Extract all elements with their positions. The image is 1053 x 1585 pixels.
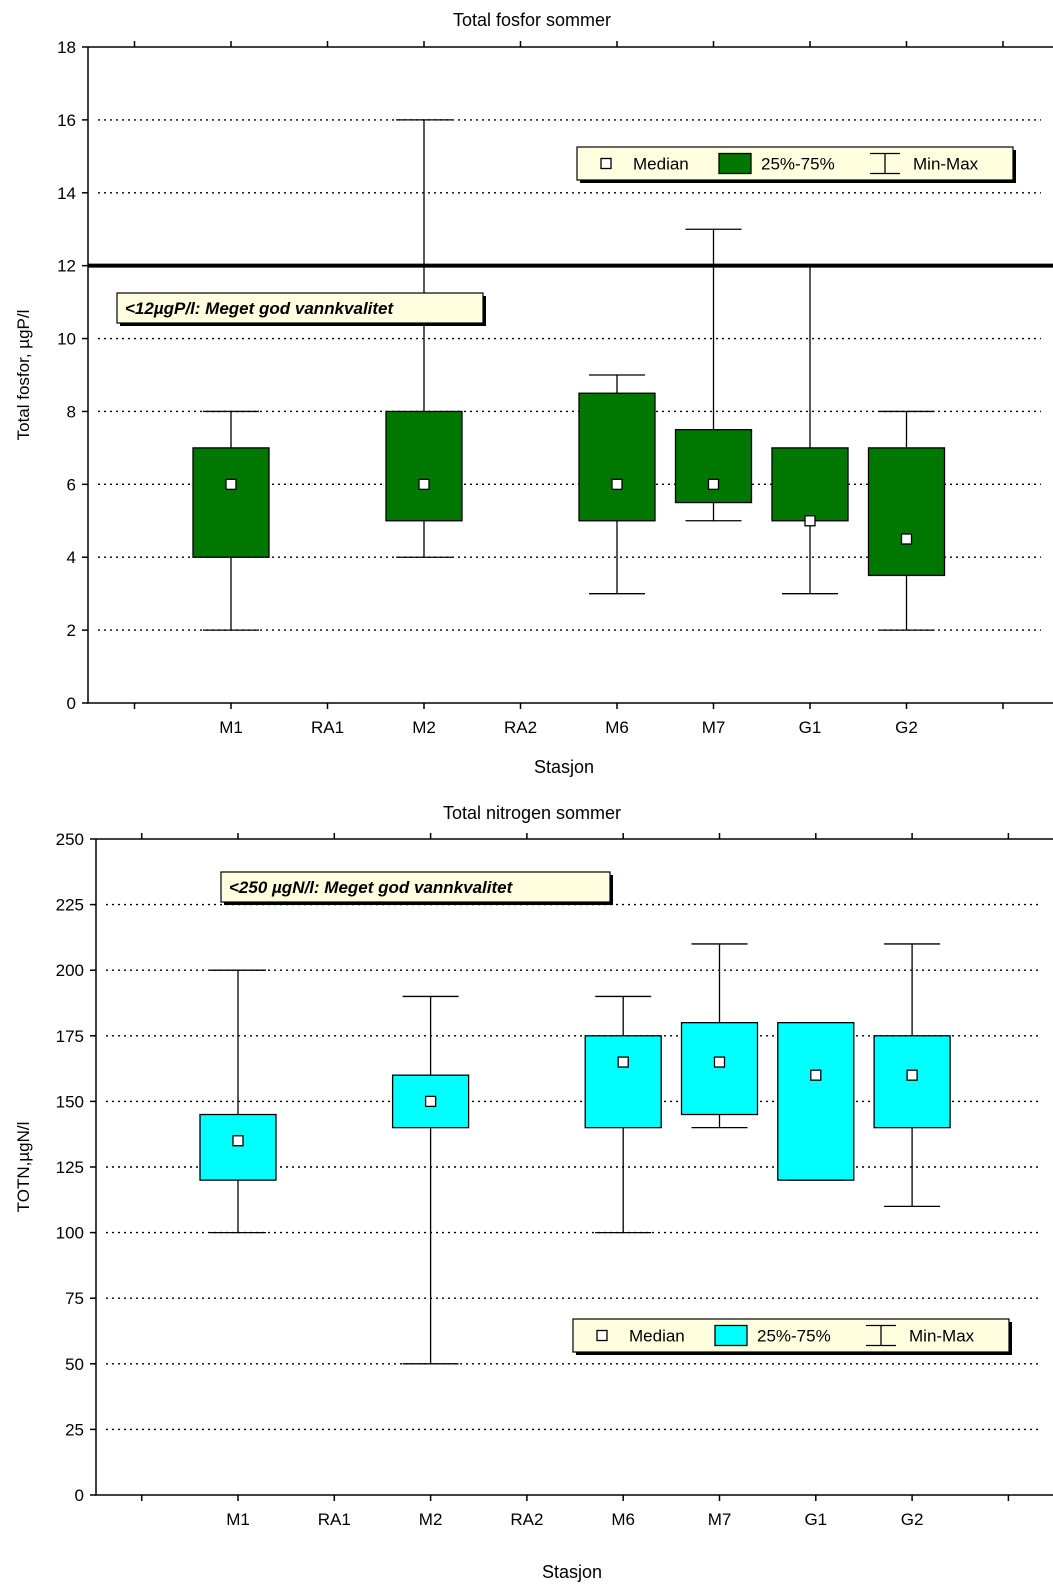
nitrogen-y-tick-label: 75: [65, 1289, 84, 1308]
nitrogen-median-marker: [424, 1095, 437, 1108]
nitrogen-median-marker: [232, 1135, 244, 1147]
phosphorus-y-tick-label: 0: [67, 694, 76, 713]
nitrogen-legend-box-label: 25%-75%: [757, 1327, 831, 1346]
phosphorus-x-tick-label: G2: [895, 718, 918, 737]
nitrogen-median-marker: [810, 1069, 822, 1081]
phosphorus-annotation-text: <12µgP/l: Meget god vannkvalitet: [125, 299, 395, 318]
nitrogen-legend-whisker-symbol: [866, 1324, 896, 1347]
nitrogen-box-m6: [584, 1035, 662, 1129]
phosphorus-y-tick-label: 12: [57, 257, 76, 276]
nitrogen-x-tick-label: G2: [901, 1510, 924, 1529]
nitrogen-y-tick-label: 125: [56, 1158, 84, 1177]
phosphorus-median-marker: [225, 478, 237, 490]
nitrogen-median-marker: [713, 1056, 726, 1068]
phosphorus-box-g1: [771, 447, 849, 522]
nitrogen-box-g2: [873, 1035, 951, 1129]
phosphorus-box-m6: [578, 392, 656, 522]
nitrogen-median-marker: [906, 1069, 918, 1081]
phosphorus-chart-title: Total fosfor sommer: [453, 10, 611, 30]
nitrogen-y-tick-label: 250: [56, 830, 84, 849]
nitrogen-legend-whisker-label: Min-Max: [909, 1327, 975, 1346]
nitrogen-legend-median-marker: [596, 1329, 608, 1342]
phosphorus-legend-median-label: Median: [633, 155, 689, 174]
nitrogen-median-marker: [617, 1056, 629, 1068]
nitrogen-legend: [572, 1318, 1010, 1353]
nitrogen-legend-box-swatch: [714, 1324, 748, 1347]
nitrogen-annotation-box: [220, 871, 611, 903]
phosphorus-median-marker: [418, 478, 430, 490]
nitrogen-annotation-text: <250 µgN/l: Meget god vannkvalitet: [229, 878, 514, 897]
phosphorus-box-m7: [674, 429, 753, 504]
phosphorus-legend-median-marker: [600, 157, 612, 170]
nitrogen-chart: Total nitrogen sommer Stasjon TOTN,µgN/l…: [14, 803, 1053, 1582]
nitrogen-y-tick-label: 100: [56, 1224, 84, 1243]
phosphorus-y-tick-label: 10: [57, 330, 76, 349]
nitrogen-legend-median-label: Median: [629, 1327, 685, 1346]
phosphorus-box-m2: [385, 410, 463, 522]
phosphorus-y-axis-label: Total fosfor, µgP/l: [14, 310, 33, 441]
phosphorus-x-tick-label: M2: [412, 718, 436, 737]
phosphorus-legend-box-swatch: [718, 152, 752, 175]
phosphorus-legend-whisker-symbol: [870, 152, 900, 175]
nitrogen-y-tick-label: 175: [56, 1027, 84, 1046]
nitrogen-x-tick-label: G1: [804, 1510, 827, 1529]
nitrogen-box-g1: [777, 1022, 855, 1181]
phosphorus-axis-frame: [87, 46, 1053, 704]
nitrogen-y-tick-label: 150: [56, 1092, 84, 1111]
phosphorus-y-tick-label: 2: [67, 621, 76, 640]
phosphorus-x-tick-label: RA2: [504, 718, 537, 737]
phosphorus-y-tick-label: 16: [57, 111, 76, 130]
phosphorus-x-tick-label: M6: [605, 718, 629, 737]
phosphorus-x-tick-label: RA1: [311, 718, 344, 737]
phosphorus-legend-box-label: 25%-75%: [761, 155, 835, 174]
phosphorus-x-tick-label: M7: [702, 718, 726, 737]
nitrogen-y-tick-label: 0: [75, 1486, 84, 1505]
nitrogen-chart-title: Total nitrogen sommer: [443, 803, 621, 823]
phosphorus-y-tick-label: 6: [67, 475, 76, 494]
nitrogen-x-axis-label: Stasjon: [542, 1562, 602, 1582]
phosphorus-median-marker: [900, 533, 913, 545]
phosphorus-median-marker: [707, 478, 720, 490]
phosphorus-x-tick-label: M1: [219, 718, 243, 737]
nitrogen-box-m2: [391, 1074, 470, 1129]
phosphorus-chart: Total fosfor sommer Stasjon Total fosfor…: [14, 10, 1053, 777]
nitrogen-y-tick-label: 225: [56, 896, 84, 915]
nitrogen-x-tick-label: M6: [611, 1510, 635, 1529]
phosphorus-median-marker: [804, 515, 816, 527]
phosphorus-legend-whisker-label: Min-Max: [913, 155, 979, 174]
nitrogen-y-tick-label: 200: [56, 961, 84, 980]
phosphorus-legend: [576, 146, 1014, 181]
nitrogen-x-tick-label: RA1: [318, 1510, 351, 1529]
phosphorus-y-tick-label: 4: [67, 548, 76, 567]
phosphorus-annotation-box: [116, 292, 484, 324]
phosphorus-y-tick-label: 18: [57, 38, 76, 57]
phosphorus-box-g2: [867, 447, 946, 577]
nitrogen-x-tick-label: M2: [419, 1510, 443, 1529]
nitrogen-x-tick-label: M7: [708, 1510, 732, 1529]
phosphorus-box-m1: [192, 447, 270, 558]
phosphorus-x-tick-label: G1: [799, 718, 822, 737]
nitrogen-y-tick-label: 25: [65, 1420, 84, 1439]
nitrogen-y-axis-label: TOTN,µgN/l: [14, 1122, 33, 1213]
nitrogen-box-m7: [680, 1022, 759, 1116]
nitrogen-box-m1: [199, 1113, 277, 1181]
phosphorus-y-tick-label: 14: [57, 184, 76, 203]
nitrogen-x-tick-label: RA2: [510, 1510, 543, 1529]
nitrogen-y-tick-label: 50: [65, 1355, 84, 1374]
phosphorus-median-marker: [611, 478, 623, 490]
nitrogen-x-tick-label: M1: [226, 1510, 250, 1529]
phosphorus-x-axis-label: Stasjon: [534, 757, 594, 777]
phosphorus-y-tick-label: 8: [67, 402, 76, 421]
